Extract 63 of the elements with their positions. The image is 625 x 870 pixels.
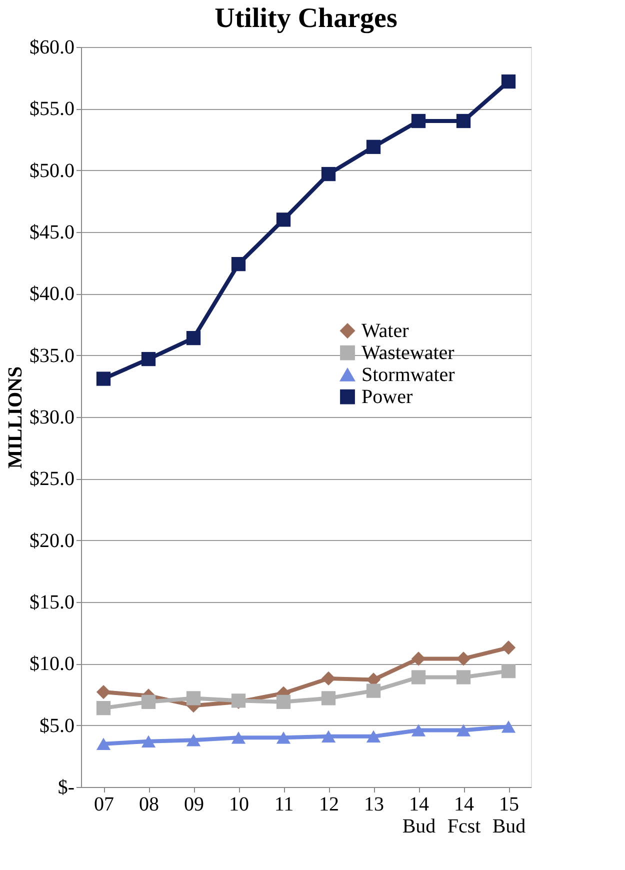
point bbox=[411, 670, 426, 684]
y-tick-label: $- bbox=[58, 776, 74, 798]
y-tick-label: $55.0 bbox=[30, 98, 74, 120]
point bbox=[141, 352, 156, 366]
point bbox=[321, 691, 336, 706]
point bbox=[321, 671, 336, 686]
point bbox=[276, 212, 291, 227]
y-tick-label: $15.0 bbox=[30, 592, 74, 614]
x-tick-label: 08 bbox=[139, 794, 159, 816]
point bbox=[501, 664, 516, 678]
y-tick-label: $40.0 bbox=[30, 283, 74, 306]
point bbox=[456, 670, 471, 684]
point bbox=[411, 724, 426, 736]
y-tick-label: $25.0 bbox=[30, 468, 74, 490]
point bbox=[96, 684, 111, 700]
point bbox=[321, 730, 336, 743]
y-tick-label: $60.0 bbox=[30, 36, 74, 58]
x-tick-label: 10 bbox=[229, 794, 249, 816]
y-tick-label: $30.0 bbox=[30, 406, 74, 428]
point bbox=[456, 724, 471, 736]
y-tick-label: $45.0 bbox=[30, 222, 74, 244]
point bbox=[456, 652, 471, 666]
point bbox=[456, 114, 471, 128]
point bbox=[501, 640, 516, 655]
point bbox=[186, 330, 201, 346]
point bbox=[366, 140, 381, 154]
point bbox=[501, 720, 516, 733]
y-tick-label: $20.0 bbox=[30, 530, 74, 552]
x-tick-label: 09 bbox=[184, 794, 204, 816]
x-tick-label: 13 bbox=[364, 794, 384, 816]
y-axis-title: MILLIONS bbox=[4, 366, 26, 469]
point bbox=[141, 694, 156, 709]
x-tick-label: 07 bbox=[94, 794, 114, 816]
point bbox=[366, 730, 381, 743]
x-tick-label: 11 bbox=[274, 794, 294, 816]
x-tick-label: 15 Bud bbox=[492, 794, 526, 838]
y-tick-label: $5.0 bbox=[40, 714, 74, 737]
point bbox=[96, 372, 111, 386]
point bbox=[186, 734, 201, 746]
point bbox=[96, 700, 111, 716]
point bbox=[366, 684, 381, 698]
legend-label: Wastewater bbox=[362, 342, 455, 364]
point bbox=[321, 166, 336, 182]
point bbox=[411, 652, 426, 666]
legend-label: Stormwater bbox=[362, 364, 456, 386]
point bbox=[186, 691, 201, 706]
point bbox=[501, 74, 516, 89]
point bbox=[96, 738, 111, 750]
point bbox=[141, 735, 156, 748]
point bbox=[231, 732, 246, 744]
y-tick-label: $10.0 bbox=[30, 653, 74, 676]
y-tick-label: $50.0 bbox=[30, 160, 74, 182]
legend-label: Water bbox=[362, 320, 410, 342]
point bbox=[411, 114, 426, 128]
x-tick-label: 14 Bud bbox=[402, 794, 436, 838]
point bbox=[276, 694, 291, 709]
x-tick-label: 12 bbox=[319, 794, 339, 816]
y-tick-label: $35.0 bbox=[30, 344, 74, 367]
x-tick-label: 14 Fcst bbox=[447, 794, 482, 838]
point bbox=[231, 256, 246, 272]
chart-title: Utility Charges bbox=[214, 3, 398, 34]
point bbox=[276, 732, 291, 744]
legend-label: Power bbox=[362, 386, 413, 408]
